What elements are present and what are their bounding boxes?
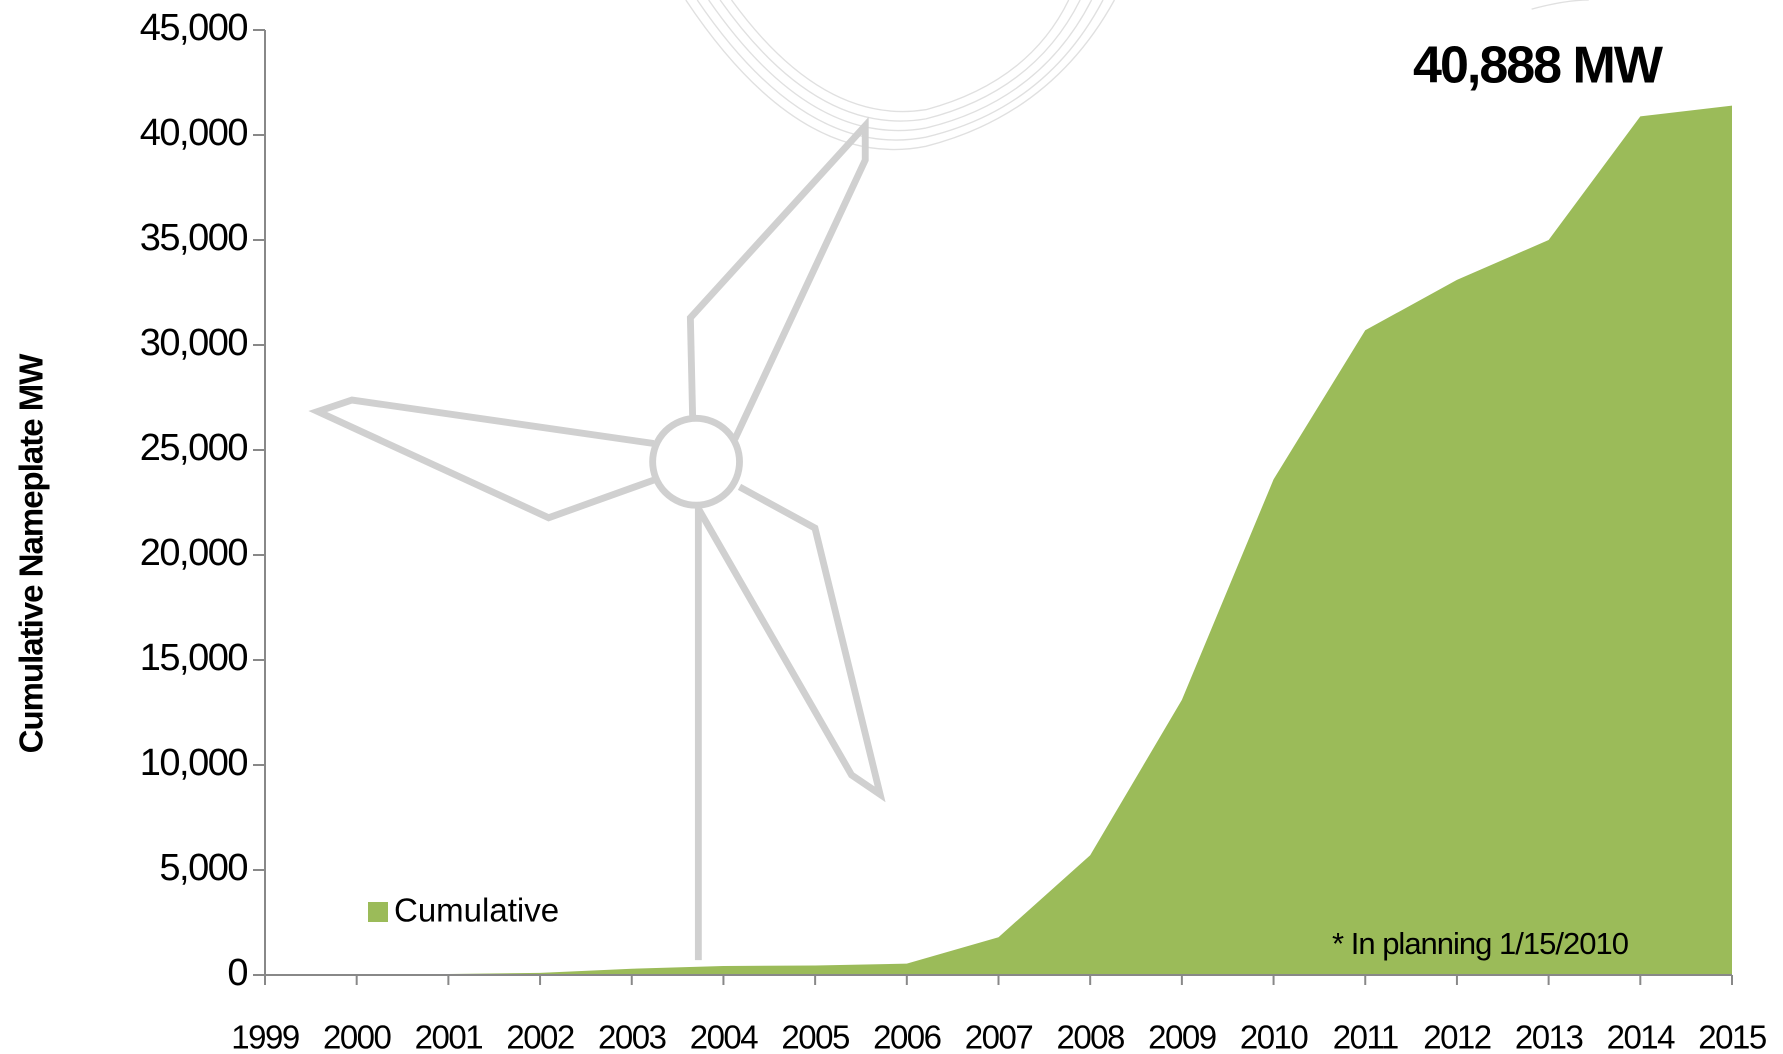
- x-tick-label: 2009: [1148, 1019, 1216, 1054]
- x-tick-label: 2011: [1333, 1019, 1398, 1054]
- y-tick-label: 45,000: [140, 7, 248, 49]
- x-tick-label: 2015: [1698, 1019, 1766, 1054]
- y-tick-label: 20,000: [140, 532, 248, 574]
- y-tick-label: 0: [227, 952, 247, 994]
- x-tick-label: 2014: [1607, 1019, 1676, 1054]
- x-tick-label: 2005: [781, 1019, 849, 1054]
- y-tick-label: 5,000: [159, 847, 247, 889]
- x-tick-label: 2001: [415, 1019, 483, 1054]
- y-tick-label: 25,000: [140, 427, 248, 469]
- x-tick-label: 2000: [323, 1019, 392, 1054]
- x-tick-label: 2012: [1423, 1019, 1491, 1054]
- x-tick-label: 2003: [598, 1019, 666, 1054]
- y-tick-label: 40,000: [140, 112, 248, 154]
- x-tick-label: 2002: [506, 1019, 574, 1054]
- x-tick-label: 2008: [1056, 1019, 1124, 1054]
- x-tick-label: 2013: [1515, 1019, 1583, 1054]
- x-tick-label: 2010: [1240, 1019, 1309, 1054]
- x-tick-label: 2006: [873, 1019, 941, 1054]
- legend-label: Cumulative: [394, 892, 559, 929]
- y-axis-label: Cumulative Nameplate MW: [13, 353, 50, 754]
- annotation: 40,888 MW: [1413, 37, 1664, 95]
- legend-swatch: [368, 902, 388, 922]
- y-tick-label: 35,000: [140, 217, 248, 259]
- area: [265, 105, 1732, 976]
- footnote: * In planning 1/15/2010: [1332, 926, 1629, 961]
- turbine-decoration: [308, 0, 1589, 961]
- y-tick-label: 30,000: [140, 322, 248, 364]
- x-tick-label: 1999: [231, 1019, 299, 1054]
- x-tick-label: 2004: [690, 1019, 759, 1054]
- y-tick-label: 10,000: [140, 742, 248, 784]
- y-tick-label: 15,000: [140, 637, 248, 679]
- x-tick-label: 2007: [965, 1019, 1033, 1054]
